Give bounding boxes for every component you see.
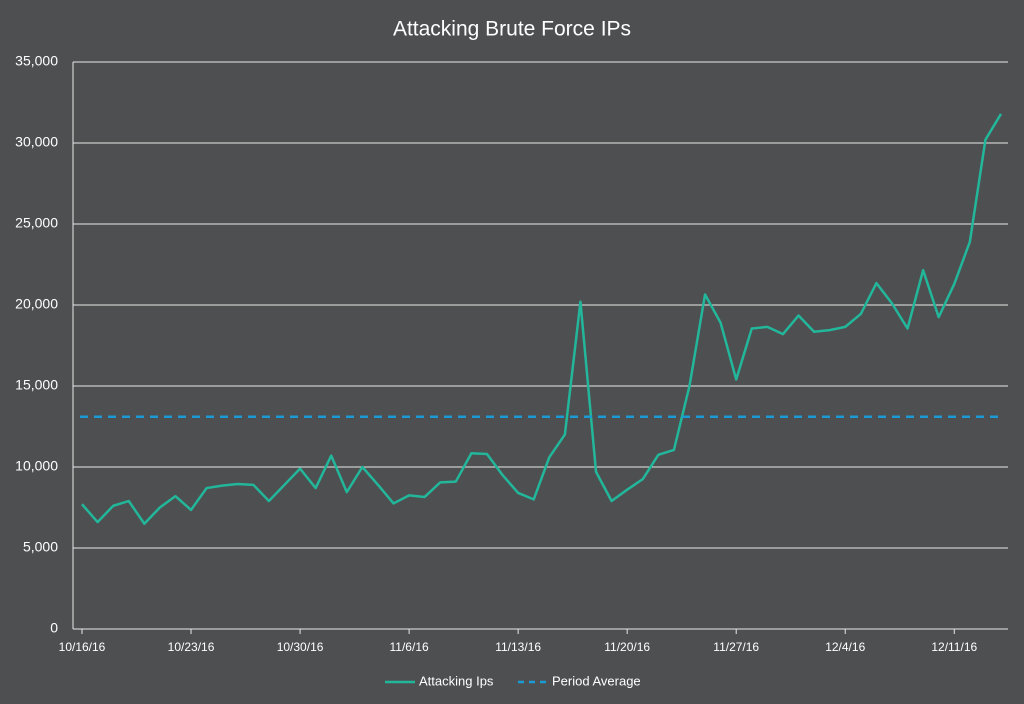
x-tick-label: 10/30/16 <box>277 640 324 654</box>
x-tick-label: 12/4/16 <box>825 640 865 654</box>
chart-title: Attacking Brute Force IPs <box>393 18 631 41</box>
y-tick-label: 10,000 <box>15 458 58 474</box>
x-tick-label: 12/11/16 <box>931 640 977 654</box>
legend-label: Period Average <box>552 673 641 688</box>
x-tick-label: 11/20/16 <box>604 640 650 654</box>
y-tick-label: 5,000 <box>23 539 58 555</box>
y-tick-label: 25,000 <box>15 215 58 231</box>
y-tick-label: 15,000 <box>15 377 58 393</box>
x-tick-label: 10/16/16 <box>59 640 106 654</box>
x-tick-label: 11/6/16 <box>390 640 429 654</box>
y-tick-label: 0 <box>50 620 58 636</box>
y-tick-label: 30,000 <box>15 134 58 150</box>
legend-label: Attacking Ips <box>419 673 494 688</box>
x-tick-label: 11/27/16 <box>713 640 759 654</box>
y-tick-label: 35,000 <box>15 53 58 69</box>
data-line <box>81 113 1003 525</box>
y-tick-label: 20,000 <box>15 296 58 312</box>
x-tick-label: 11/13/16 <box>495 640 541 654</box>
x-tick-label: 10/23/16 <box>168 640 215 654</box>
